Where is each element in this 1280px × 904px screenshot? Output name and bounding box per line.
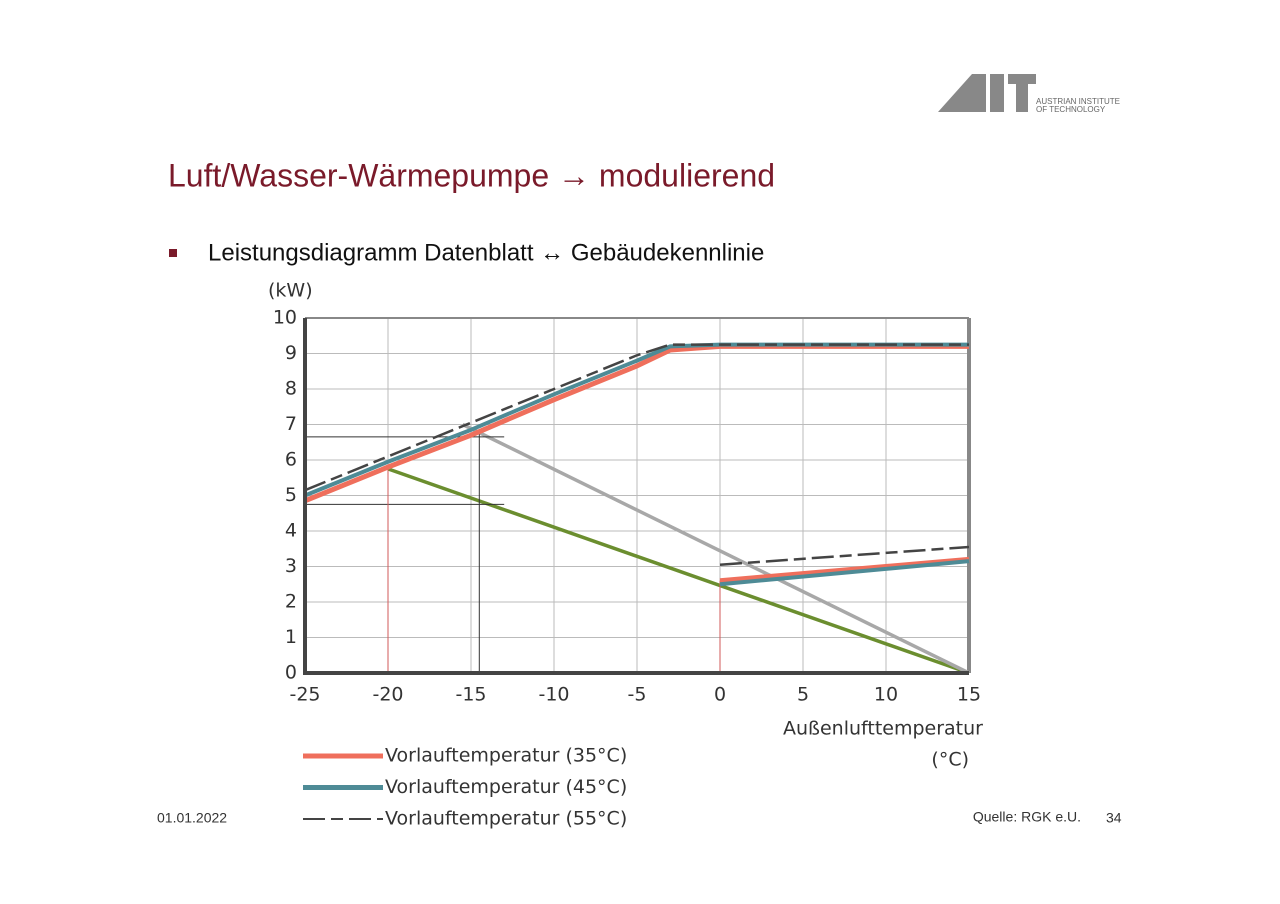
page-number: 34 bbox=[1106, 810, 1122, 826]
x-tick-label: -10 bbox=[538, 684, 569, 706]
y-tick-label: 4 bbox=[285, 520, 297, 542]
logo-shape bbox=[938, 74, 986, 112]
x-tick-label: -25 bbox=[289, 684, 320, 706]
y-tick-label: 1 bbox=[285, 626, 297, 648]
bullet-text: Leistungsdiagramm Datenblatt ↔ Gebäudeke… bbox=[208, 239, 764, 266]
x-axis-label: Außenlufttemperatur bbox=[783, 718, 983, 740]
x-tick-label: 5 bbox=[797, 684, 809, 706]
legend-label: Vorlauftemperatur (45°C) bbox=[385, 776, 627, 798]
logo-shape bbox=[1008, 74, 1036, 112]
y-tick-label: 8 bbox=[285, 378, 297, 400]
x-tick-label: 0 bbox=[714, 684, 726, 706]
footer-source: Quelle: RGK e.U. bbox=[973, 809, 1081, 825]
data-line bbox=[719, 545, 970, 566]
y-tick-label: 2 bbox=[285, 591, 297, 613]
x-axis-label: (°C) bbox=[931, 749, 969, 771]
y-tick-label: 5 bbox=[285, 484, 297, 506]
data-line bbox=[304, 343, 969, 504]
data-line bbox=[719, 556, 970, 584]
y-tick-label: 3 bbox=[285, 555, 297, 577]
y-tick-label: 10 bbox=[273, 307, 297, 329]
legend-label: Vorlauftemperatur (35°C) bbox=[385, 745, 627, 767]
y-tick-label: 9 bbox=[285, 342, 297, 364]
legend-label: Vorlauftemperatur (55°C) bbox=[385, 808, 627, 830]
slide-title: Luft/Wasser-Wärmepumpe → modulierend bbox=[168, 157, 775, 193]
logo-subtitle: AUSTRIAN INSTITUTE bbox=[1036, 97, 1120, 106]
x-tick-label: 15 bbox=[957, 684, 981, 706]
x-tick-label: -5 bbox=[628, 684, 647, 706]
x-tick-label: -15 bbox=[455, 684, 486, 706]
reference-line bbox=[461, 422, 970, 675]
y-axis-label: (kW) bbox=[268, 280, 313, 302]
x-tick-label: 10 bbox=[874, 684, 898, 706]
x-tick-label: -20 bbox=[372, 684, 403, 706]
footer-date: 01.01.2022 bbox=[157, 810, 227, 826]
bullet-marker bbox=[169, 249, 177, 257]
logo-subtitle: OF TECHNOLOGY bbox=[1036, 105, 1106, 114]
data-line bbox=[719, 559, 970, 587]
logo-shape bbox=[990, 74, 1004, 112]
data-line bbox=[304, 343, 969, 492]
y-tick-label: 0 bbox=[285, 662, 297, 684]
y-tick-label: 7 bbox=[285, 413, 297, 435]
reference-line bbox=[387, 467, 970, 675]
y-tick-label: 6 bbox=[285, 449, 297, 471]
